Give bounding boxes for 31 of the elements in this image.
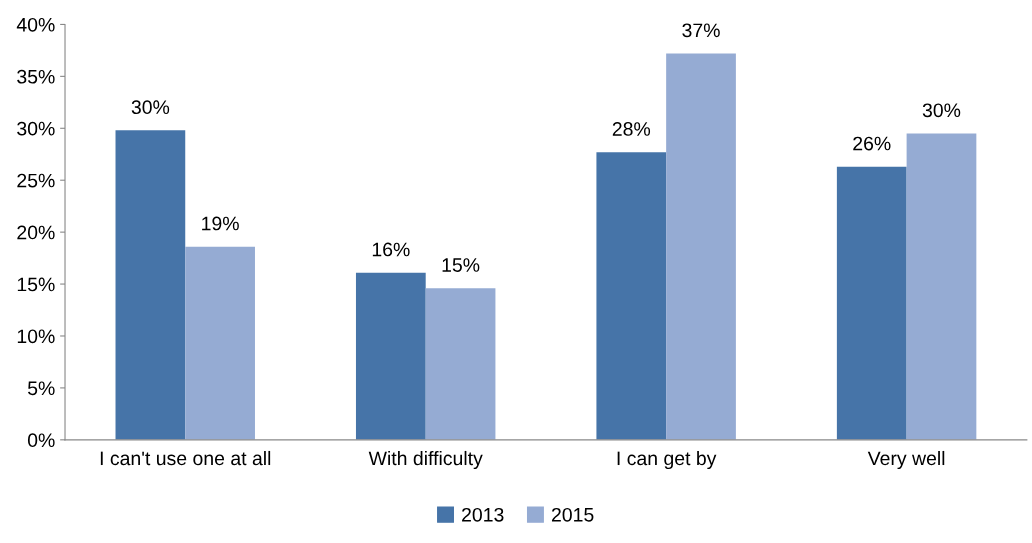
y-tick-label: 40%	[16, 17, 55, 32]
x-tick-label: I can get by	[617, 450, 717, 470]
y-tick-label: 20%	[17, 225, 55, 240]
legend-label: 2013	[462, 507, 504, 522]
bar	[906, 133, 977, 440]
data-label: 16%	[372, 242, 410, 257]
data-label: 28%	[612, 122, 651, 136]
y-tick-label: 25%	[17, 173, 55, 188]
bar	[666, 53, 736, 440]
bar	[596, 152, 667, 440]
x-tick-label: Very well	[867, 450, 945, 470]
y-tick-label: 0%	[27, 433, 55, 448]
x-tick-label: With difficulty	[368, 450, 483, 470]
bar	[355, 272, 426, 440]
legend-label: 2015	[551, 507, 594, 522]
data-label: 15%	[442, 258, 480, 272]
data-label: 37%	[682, 23, 720, 38]
data-label: 19%	[202, 216, 239, 231]
x-tick-label: I can't use one at all	[100, 450, 271, 466]
y-tick-label: 30%	[17, 121, 55, 136]
bar	[185, 246, 255, 440]
y-tick-label: 10%	[17, 329, 55, 344]
y-tick-label: 5%	[27, 381, 55, 396]
data-label: 26%	[853, 136, 891, 151]
y-tick-label: 15%	[17, 277, 55, 292]
bar	[836, 166, 907, 440]
bar	[115, 130, 186, 440]
y-tick-label: 35%	[17, 69, 55, 84]
bar	[425, 288, 496, 440]
data-label: 30%	[922, 103, 961, 118]
data-label: 30%	[131, 100, 170, 115]
